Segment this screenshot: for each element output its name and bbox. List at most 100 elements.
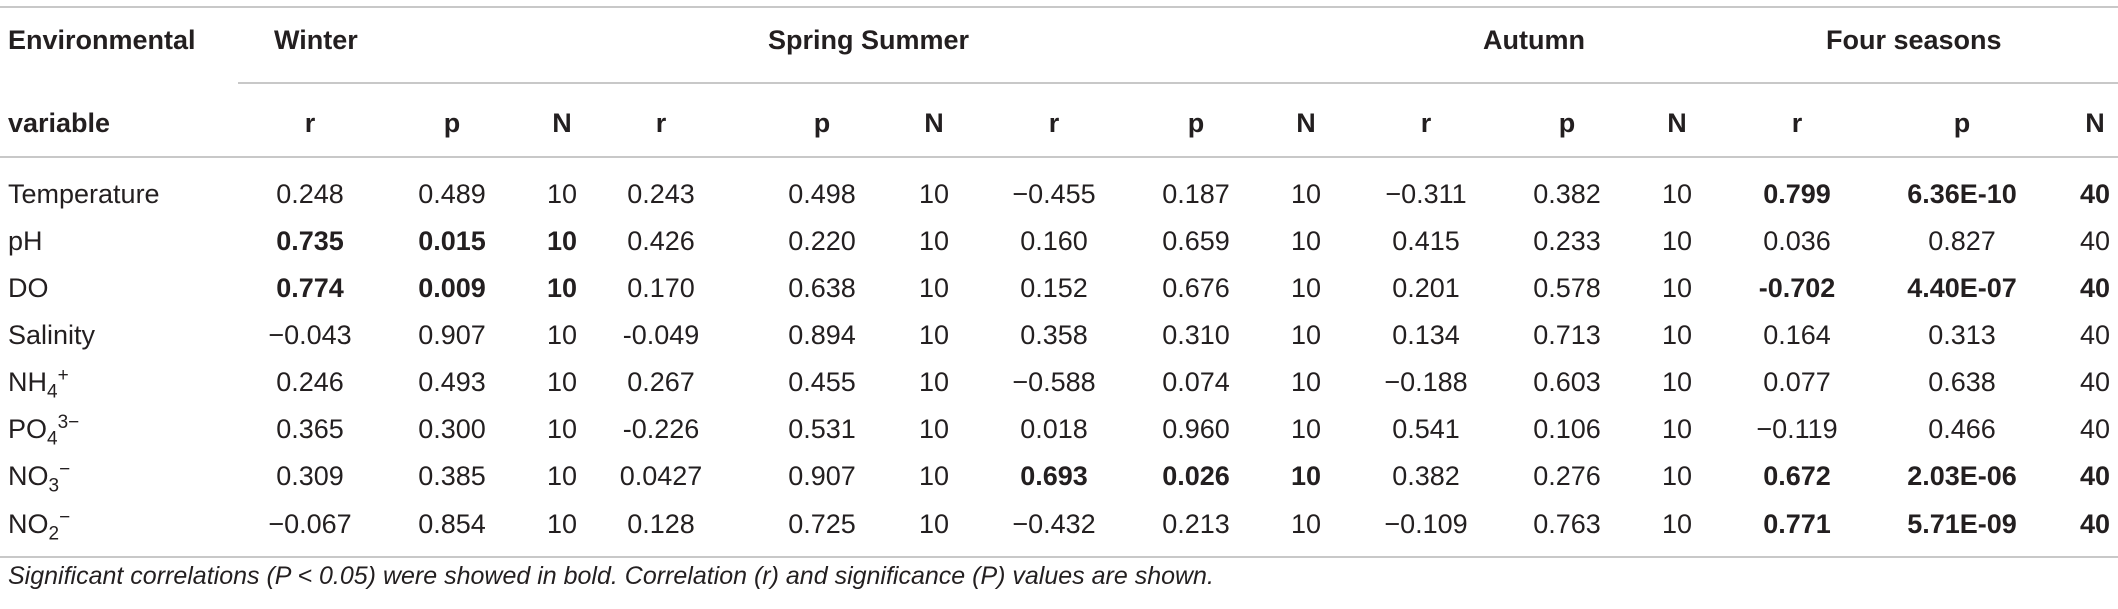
table-cell-four-seasons-r: 0.541 bbox=[1392, 414, 1460, 444]
table-cell-winter-r: 0.246 bbox=[276, 367, 344, 397]
table-cell-undefined-p: 0.313 bbox=[1928, 320, 1996, 350]
row-label-text: Temperature bbox=[8, 179, 160, 209]
table-cell-spring-summer-r: 0.267 bbox=[627, 367, 695, 397]
subheader-undefined-p: p bbox=[1953, 108, 1971, 138]
table-cell-four-seasons-p: 0.578 bbox=[1533, 273, 1601, 303]
table-cell-spring-summer-n: 10 bbox=[918, 320, 950, 350]
table-cell-undefined-n: 40 bbox=[2079, 273, 2111, 303]
subheader-autumn-p: p bbox=[1187, 108, 1205, 138]
subheader-spring-summer-n: N bbox=[924, 108, 944, 138]
row-label-text: PO bbox=[8, 414, 48, 444]
table-cell-winter-n: 10 bbox=[546, 414, 578, 444]
table-cell-undefined-r: 0.799 bbox=[1763, 179, 1831, 209]
row-label-subscript: 4 bbox=[47, 428, 58, 450]
table-cell-spring-summer-r: 0.243 bbox=[627, 179, 695, 209]
table-cell-autumn-n: 10 bbox=[1290, 367, 1322, 397]
table-cell-spring-summer-p: 0.638 bbox=[788, 273, 856, 303]
table-cell-four-seasons-p: 0.763 bbox=[1533, 509, 1601, 539]
table-cell-autumn-n: 10 bbox=[1290, 273, 1322, 303]
table-cell-spring-summer-n: 10 bbox=[918, 509, 950, 539]
table-cell-autumn-r: 0.693 bbox=[1020, 461, 1088, 491]
table-cell-four-seasons-n: 10 bbox=[1661, 367, 1693, 397]
header-winter: Winter bbox=[274, 25, 358, 55]
table-cell-autumn-r: 0.358 bbox=[1020, 320, 1088, 350]
table-cell-spring-summer-p: 0.894 bbox=[788, 320, 856, 350]
table-cell-autumn-r: −0.432 bbox=[1012, 509, 1096, 539]
subheader-undefined-n: N bbox=[2085, 108, 2105, 138]
row-label: NH4+ bbox=[8, 366, 69, 401]
row-label: NO3− bbox=[8, 459, 71, 495]
table-cell-spring-summer-p: 0.907 bbox=[788, 461, 856, 491]
row-label-text: NH bbox=[8, 367, 47, 397]
table-cell-autumn-n: 10 bbox=[1290, 461, 1322, 491]
table-cell-spring-summer-n: 10 bbox=[918, 414, 950, 444]
table-cell-spring-summer-r: 0.128 bbox=[627, 509, 695, 539]
row-label-text: pH bbox=[8, 226, 43, 256]
table-cell-spring-summer-p: 0.725 bbox=[788, 509, 856, 539]
table-cell-four-seasons-n: 10 bbox=[1661, 273, 1693, 303]
header-variable: variable bbox=[8, 108, 111, 138]
table-cell-spring-summer-r: -0.226 bbox=[622, 414, 700, 444]
table-cell-spring-summer-n: 10 bbox=[918, 367, 950, 397]
table-cell-winter-p: 0.300 bbox=[418, 414, 486, 444]
table-cell-four-seasons-n: 10 bbox=[1661, 320, 1693, 350]
table-cell-four-seasons-r: 0.201 bbox=[1392, 273, 1460, 303]
table-cell-undefined-n: 40 bbox=[2079, 367, 2111, 397]
table-cell-spring-summer-p: 0.220 bbox=[788, 226, 856, 256]
subheader-spring-summer-r: r bbox=[655, 108, 667, 138]
table-footnote: Significant correlations (P < 0.05) were… bbox=[8, 562, 1214, 590]
table-cell-autumn-p: 0.676 bbox=[1162, 273, 1230, 303]
row-label: DO bbox=[8, 272, 49, 304]
row-label: pH bbox=[8, 225, 43, 257]
table-cell-autumn-p: 0.187 bbox=[1162, 179, 1230, 209]
table-cell-winter-n: 10 bbox=[546, 461, 578, 491]
row-label-text: DO bbox=[8, 273, 49, 303]
table-cell-winter-r: −0.067 bbox=[268, 509, 352, 539]
table-cell-winter-n: 10 bbox=[546, 226, 578, 256]
table-cell-winter-p: 0.009 bbox=[418, 273, 486, 303]
table-cell-autumn-p: 0.960 bbox=[1162, 414, 1230, 444]
table-cell-undefined-r: 0.672 bbox=[1763, 461, 1831, 491]
table-cell-four-seasons-r: 0.415 bbox=[1392, 226, 1460, 256]
table-cell-four-seasons-p: 0.106 bbox=[1533, 414, 1601, 444]
row-label-superscript: − bbox=[59, 459, 71, 480]
row-label-text: Salinity bbox=[8, 320, 96, 350]
table-cell-winter-p: 0.489 bbox=[418, 179, 486, 209]
subheader-winter-n: N bbox=[552, 108, 572, 138]
table-cell-four-seasons-p: 0.713 bbox=[1533, 320, 1601, 350]
row-label-text: NO bbox=[8, 509, 49, 539]
row-label-text: NO bbox=[8, 461, 49, 491]
table-cell-autumn-r: 0.018 bbox=[1020, 414, 1088, 444]
table-cell-winter-n: 10 bbox=[546, 509, 578, 539]
row-label: NO2− bbox=[8, 507, 71, 543]
table-cell-autumn-p: 0.074 bbox=[1162, 367, 1230, 397]
subheader-four-seasons-n: N bbox=[1667, 108, 1687, 138]
table-cell-four-seasons-n: 10 bbox=[1661, 461, 1693, 491]
subheader-spring-summer-p: p bbox=[813, 108, 831, 138]
table-cell-spring-summer-n: 10 bbox=[918, 273, 950, 303]
table-cell-autumn-r: −0.588 bbox=[1012, 367, 1096, 397]
header-autumn: Autumn bbox=[1483, 25, 1585, 55]
table-cell-four-seasons-r: 0.382 bbox=[1392, 461, 1460, 491]
table-cell-autumn-p: 0.213 bbox=[1162, 509, 1230, 539]
table-cell-autumn-r: 0.160 bbox=[1020, 226, 1088, 256]
table-cell-winter-r: 0.309 bbox=[276, 461, 344, 491]
row-label: PO43− bbox=[8, 413, 79, 448]
row-label: Salinity bbox=[8, 319, 95, 351]
table-cell-undefined-r: 0.036 bbox=[1763, 226, 1831, 256]
table-cell-undefined-n: 40 bbox=[2079, 461, 2111, 491]
table-cell-spring-summer-p: 0.455 bbox=[788, 367, 856, 397]
row-label-superscript: − bbox=[59, 507, 71, 528]
table-cell-winter-p: 0.854 bbox=[418, 509, 486, 539]
table-cell-undefined-p: 5.71E-09 bbox=[1907, 509, 2017, 539]
subheader-winter-p: p bbox=[443, 108, 461, 138]
table-cell-autumn-n: 10 bbox=[1290, 226, 1322, 256]
table-cell-winter-r: −0.043 bbox=[268, 320, 352, 350]
table-cell-spring-summer-r: -0.049 bbox=[622, 320, 700, 350]
table-cell-undefined-p: 4.40E-07 bbox=[1907, 273, 2017, 303]
table-cell-four-seasons-r: 0.134 bbox=[1392, 320, 1460, 350]
table-cell-spring-summer-n: 10 bbox=[918, 461, 950, 491]
table-cell-undefined-n: 40 bbox=[2079, 320, 2111, 350]
table-cell-autumn-n: 10 bbox=[1290, 320, 1322, 350]
